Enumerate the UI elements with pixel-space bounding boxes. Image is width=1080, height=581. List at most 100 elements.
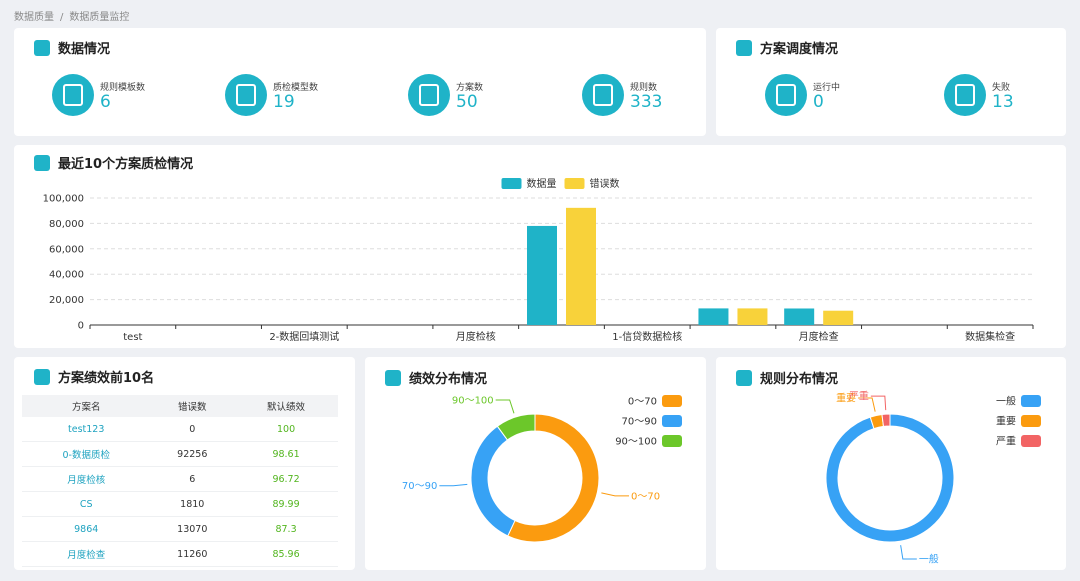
leader-line [900, 545, 917, 560]
leader-line [870, 395, 887, 411]
crumb: 数据质量监控 [69, 12, 130, 23]
cell: 81.96 [234, 566, 338, 570]
stat-text: 规则模板数 6 [100, 80, 145, 111]
legend-label: 数据量 [527, 177, 557, 190]
legend-label: 90～100 [615, 437, 657, 448]
slice-label: 70～90 [402, 481, 437, 492]
leader-line [495, 399, 515, 414]
x-tick-label: 月度检查 [799, 330, 839, 343]
legend-swatch [662, 395, 682, 407]
row: 月度检核 6 96.72 [22, 466, 338, 492]
slice [825, 413, 955, 543]
bar [566, 207, 596, 325]
bar [698, 308, 729, 325]
slice-label: 90～100 [452, 396, 494, 407]
row: test123 0 100 [22, 417, 338, 442]
slice [470, 425, 516, 537]
row: test2481.96 [22, 566, 338, 570]
title-icon [34, 155, 50, 171]
cell: test [22, 566, 151, 570]
legend-swatch [564, 178, 585, 189]
slice-label: 一般 [919, 552, 939, 565]
stat-label: 规则模板数 [100, 82, 146, 93]
cell: 96.72 [234, 466, 338, 492]
ranking-card: 方案绩效前10名 方案名 错误数 默认绩效 test123 0 100 0-数据质检 9225… [14, 357, 355, 570]
cell: 85.96 [234, 541, 338, 567]
legend-swatch [662, 415, 682, 427]
cell: 13070 [150, 516, 235, 542]
glyph [236, 84, 256, 106]
glyph [776, 84, 796, 106]
leader-line [439, 483, 468, 487]
row: 月度检查 11260 85.96 [22, 541, 338, 567]
chart-title: 绩效分布情况 [409, 371, 487, 387]
card-title: 数据情况 [58, 42, 111, 57]
stat-value: 19 [273, 91, 295, 112]
leader-line [858, 397, 876, 412]
stat-icon [582, 74, 624, 116]
stat-icon [944, 74, 986, 116]
y-tick-label: 40,000 [49, 270, 84, 281]
glyph [593, 84, 613, 106]
stat-value: 333 [630, 91, 663, 112]
cell: 0 [150, 417, 235, 442]
stat-label: 方案数 [456, 82, 484, 93]
column-header: 错误数 [150, 395, 235, 417]
chart-title: 最近10个方案质检情况 [58, 156, 193, 172]
stat: 规则模板数 6 [52, 74, 145, 116]
stat-label: 运行中 [813, 82, 841, 93]
stat-text: 方案数 50 [456, 80, 483, 111]
stat-text: 失败 13 [992, 80, 1014, 111]
bar [527, 225, 557, 325]
stat-value: 50 [456, 91, 478, 112]
y-tick-label: 100,000 [43, 194, 84, 205]
slice-label: 0～70 [631, 491, 660, 502]
breadcrumb: 数据质量 / 数据质量监控 [14, 8, 135, 23]
leader-line [601, 492, 630, 497]
stat: 失败 13 [944, 74, 1014, 116]
cell: 月度检查 [22, 541, 151, 567]
row: CS 1810 89.99 [22, 491, 338, 517]
stat-value: 6 [100, 91, 111, 112]
perf-card: 绩效分布情况 0～70 70～90 90～100 0～70 70～90 90～100 [365, 357, 706, 570]
cell: 92256 [150, 441, 235, 467]
stat-icon [52, 74, 94, 116]
ranking-table: 方案名 错误数 默认绩效 test123 0 100 0-数据质检 92256 98.61 月度检… [22, 395, 338, 570]
y-tick-label: 80,000 [49, 219, 84, 230]
column-header: 默认绩效 [234, 395, 338, 417]
crumb[interactable]: 数据质量 [14, 12, 54, 23]
legend-swatch [1021, 415, 1041, 427]
x-tick-label: 1-信贷数据检核 [612, 330, 682, 343]
cell: 89.99 [234, 491, 338, 517]
bar [784, 308, 815, 325]
legend-swatch [501, 178, 522, 189]
legend-label: 一般 [996, 395, 1016, 408]
stat: 质检模型数 19 [225, 74, 318, 116]
stat-text: 质检模型数 19 [273, 80, 318, 111]
x-tick-label: 月度检核 [456, 330, 496, 343]
rule-card: 规则分布情况 一般 重要 严重 一般 重要 严重 [716, 357, 1066, 570]
chart-title: 规则分布情况 [760, 371, 838, 387]
stat-value: 0 [813, 91, 824, 112]
cell: 月度检核 [22, 466, 151, 492]
row: 0-数据质检 92256 98.61 [22, 441, 338, 467]
x-tick-label: test [123, 332, 142, 343]
legend-swatch [1021, 435, 1041, 447]
row: 9864 13070 87.3 [22, 516, 338, 542]
cell: 98.61 [234, 441, 338, 467]
slice [881, 413, 891, 427]
stat-label: 质检模型数 [273, 82, 319, 93]
cell: 24 [150, 566, 235, 570]
cell: CS [22, 491, 151, 517]
cell: 9864 [22, 516, 151, 542]
legend-label: 70～90 [622, 417, 657, 428]
cell: test123 [22, 417, 151, 442]
bar [823, 310, 854, 325]
glyph [419, 84, 439, 106]
legend-swatch [662, 435, 682, 447]
bar [737, 308, 768, 325]
header-row: 方案名 错误数 默认绩效 [22, 395, 338, 417]
card-title: 方案调度情况 [760, 42, 839, 57]
